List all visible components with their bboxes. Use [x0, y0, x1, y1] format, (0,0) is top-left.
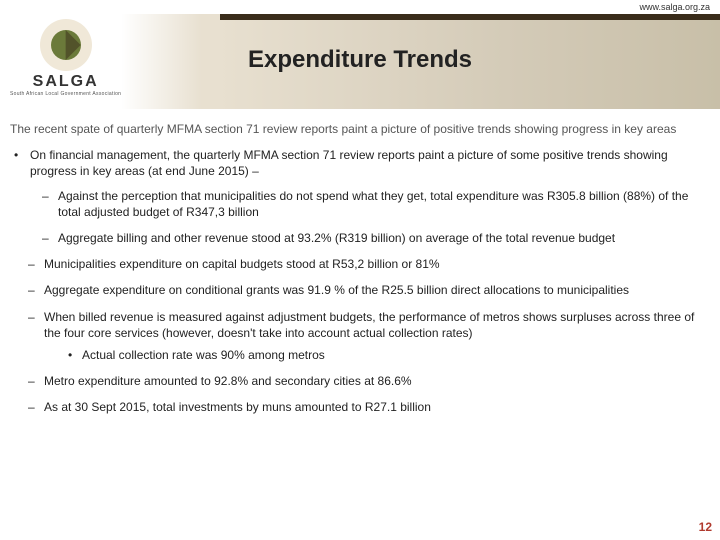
list-item: Metro expenditure amounted to 92.8% and … [26, 373, 706, 389]
logo-name: SALGA [10, 73, 121, 91]
bullet-text: Aggregate expenditure on conditional gra… [44, 283, 629, 297]
content-area: The recent spate of quarterly MFMA secti… [0, 109, 720, 415]
bullet-text: Actual collection rate was 90% among met… [82, 348, 325, 362]
url-text: www.salga.org.za [0, 0, 720, 14]
header-dark-stripe [220, 14, 720, 20]
intro-paragraph: The recent spate of quarterly MFMA secti… [10, 121, 706, 137]
list-item: Against the perception that municipaliti… [40, 188, 706, 220]
bullet-text: When billed revenue is measured against … [44, 310, 694, 340]
bullet-text: Metro expenditure amounted to 92.8% and … [44, 374, 412, 388]
bullet-text: Aggregate billing and other revenue stoo… [58, 231, 615, 245]
list-item: As at 30 Sept 2015, total investments by… [26, 399, 706, 415]
bullet-text: Against the perception that municipaliti… [58, 189, 688, 219]
logo-subtitle: South African Local Government Associati… [10, 91, 121, 97]
page-number: 12 [699, 520, 712, 534]
list-item: Aggregate billing and other revenue stoo… [40, 230, 706, 246]
bullet-text: On financial management, the quarterly M… [30, 148, 668, 178]
list-item: On financial management, the quarterly M… [10, 147, 706, 246]
bullet-text: As at 30 Sept 2015, total investments by… [44, 400, 431, 414]
list-item: Aggregate expenditure on conditional gra… [26, 282, 706, 298]
bullet-text: Municipalities expenditure on capital bu… [44, 257, 440, 271]
list-item: Actual collection rate was 90% among met… [68, 347, 706, 363]
list-item: Municipalities expenditure on capital bu… [26, 256, 706, 272]
header-band: SALGA South African Local Government Ass… [0, 14, 720, 109]
list-item: When billed revenue is measured against … [26, 309, 706, 364]
page-title: Expenditure Trends [0, 46, 720, 74]
